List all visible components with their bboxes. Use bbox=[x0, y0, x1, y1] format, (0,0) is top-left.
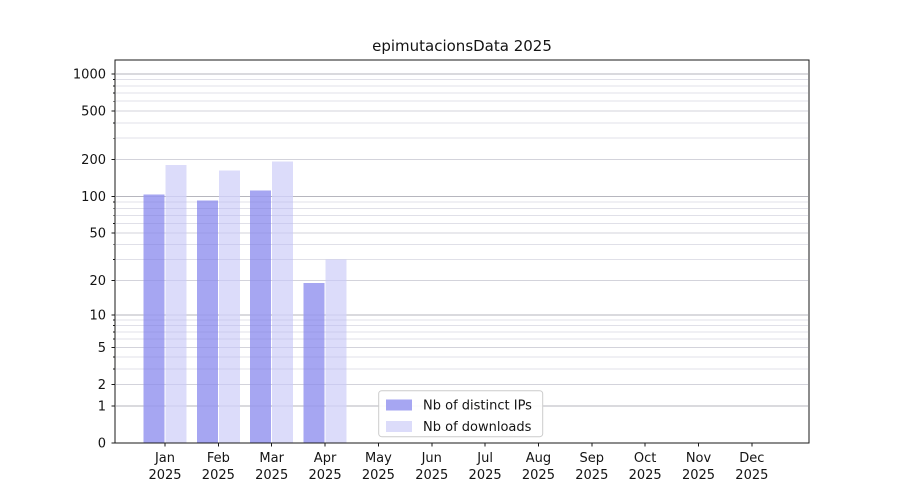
bar-apr-distinct-ips bbox=[303, 282, 325, 443]
x-tick-year: 2025 bbox=[522, 468, 555, 483]
legend-label: Nb of distinct IPs bbox=[423, 399, 532, 414]
y-tick-label: 1 bbox=[98, 399, 106, 414]
y-axis: 0 1 2 5 10 20 50 100 200 500 1000 bbox=[73, 68, 115, 452]
x-tick-month: Jul bbox=[476, 451, 493, 466]
legend-swatch-downloads bbox=[386, 421, 412, 432]
bar-feb-downloads bbox=[218, 170, 240, 443]
legend: Nb of distinct IPs Nb of downloads bbox=[378, 390, 544, 438]
x-tick-month: Oct bbox=[634, 451, 656, 466]
x-tick-month: Jun bbox=[421, 451, 442, 466]
y-tick-label: 200 bbox=[81, 153, 106, 168]
x-tick-year: 2025 bbox=[469, 468, 502, 483]
x-tick-year: 2025 bbox=[629, 468, 662, 483]
y-tick-label: 20 bbox=[89, 274, 106, 289]
x-tick-year: 2025 bbox=[735, 468, 768, 483]
y-tick-label: 1000 bbox=[73, 68, 106, 83]
x-tick-month: Apr bbox=[314, 451, 337, 466]
x-tick-month: May bbox=[365, 451, 392, 466]
x-tick-year: 2025 bbox=[148, 468, 181, 483]
bar-jan-downloads bbox=[165, 165, 187, 443]
bars bbox=[143, 161, 347, 443]
x-tick-year: 2025 bbox=[362, 468, 395, 483]
legend-box bbox=[378, 390, 544, 438]
x-tick-month: Feb bbox=[207, 451, 230, 466]
x-tick-year: 2025 bbox=[202, 468, 235, 483]
y-tick-label: 10 bbox=[89, 308, 106, 323]
x-tick-year: 2025 bbox=[255, 468, 288, 483]
bar-mar-downloads bbox=[272, 161, 294, 443]
x-tick-month: Sep bbox=[580, 451, 605, 466]
bar-jan-distinct-ips bbox=[143, 194, 165, 443]
y-tick-label: 0 bbox=[98, 437, 106, 452]
bar-apr-downloads bbox=[325, 259, 347, 443]
x-tick-month: Aug bbox=[526, 451, 551, 466]
x-tick-month: Nov bbox=[686, 451, 712, 466]
y-tick-label: 500 bbox=[81, 104, 106, 119]
bar-feb-distinct-ips bbox=[196, 200, 218, 443]
y-tick-label: 5 bbox=[98, 341, 106, 356]
x-tick-month: Dec bbox=[739, 451, 764, 466]
y-tick-label: 50 bbox=[89, 226, 106, 241]
plot-frame bbox=[114, 59, 810, 444]
y-tick-label: 2 bbox=[98, 378, 106, 393]
y-tick-label: 100 bbox=[81, 190, 106, 205]
x-tick-year: 2025 bbox=[575, 468, 608, 483]
x-tick-month: Mar bbox=[259, 451, 284, 466]
x-tick-month: Jan bbox=[154, 451, 175, 466]
gridline-overlay bbox=[116, 73, 808, 407]
x-axis: Jan 2025 Feb 2025 Mar 2025 Apr 2025 May 2025 Jun 20… bbox=[148, 443, 768, 483]
chart-title: epimutacionsData 2025 bbox=[372, 37, 552, 55]
legend-label: Nb of downloads bbox=[423, 420, 532, 435]
x-tick-year: 2025 bbox=[309, 468, 342, 483]
legend-swatch-distinct-ips bbox=[386, 399, 412, 411]
bar-mar-distinct-ips bbox=[250, 190, 272, 443]
x-tick-year: 2025 bbox=[415, 468, 448, 483]
x-tick-year: 2025 bbox=[682, 468, 715, 483]
